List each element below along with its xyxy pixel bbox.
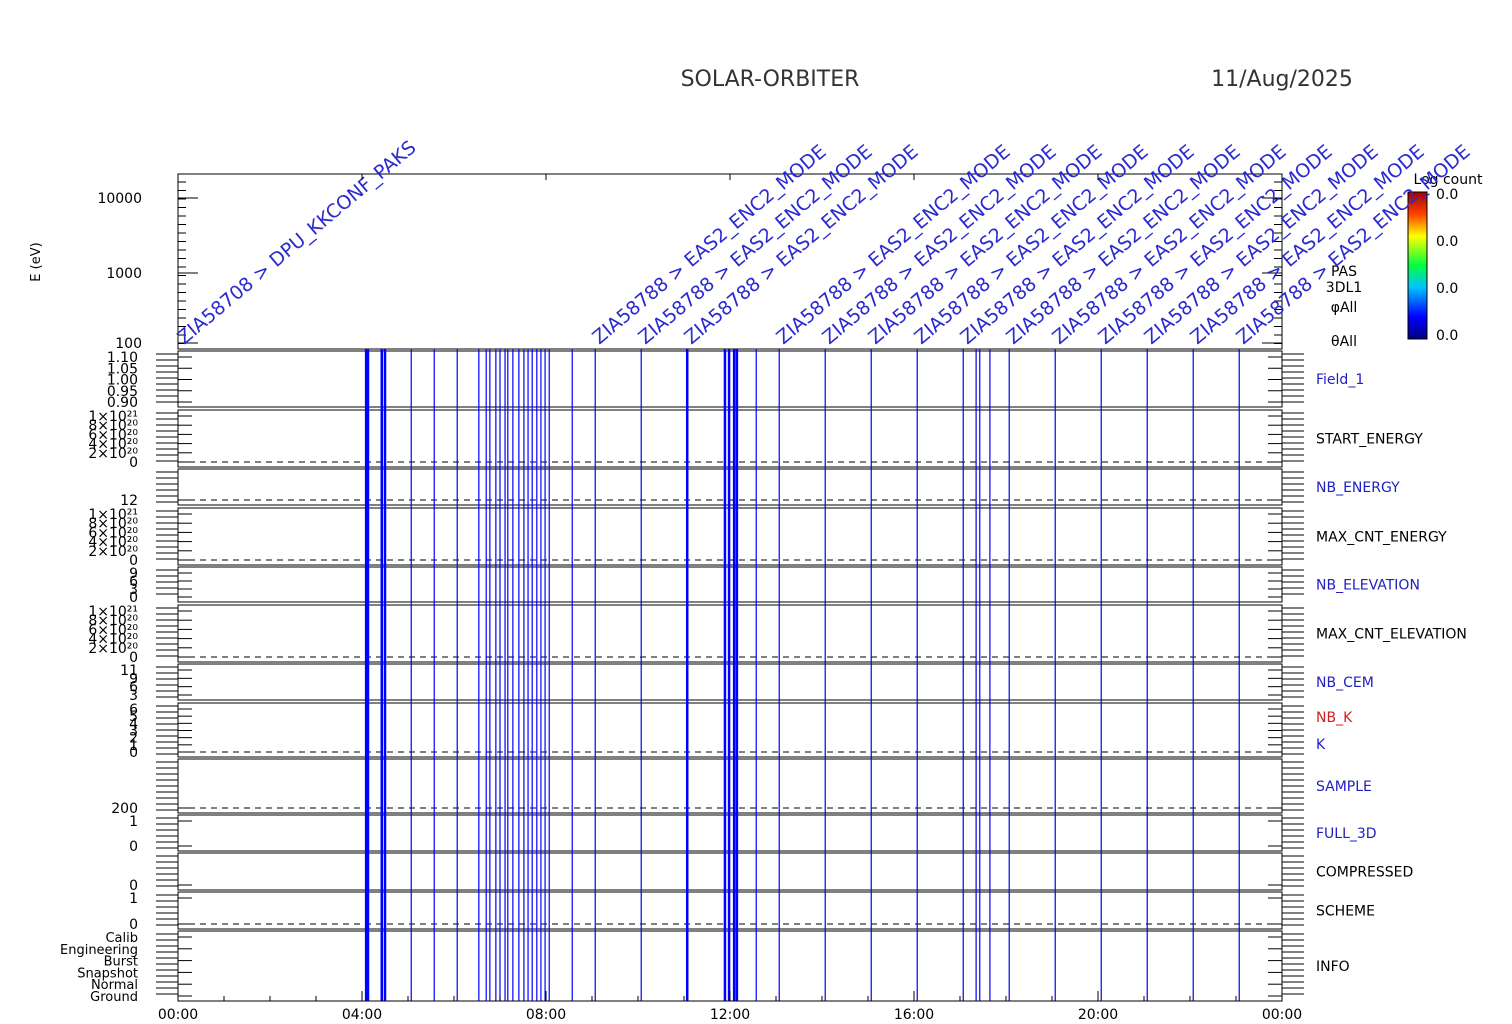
panel-label: NB_CEM (1316, 675, 1374, 691)
panel-label: FULL_3D (1316, 826, 1377, 842)
panel-tick-label: 2×10²⁰ (88, 641, 138, 657)
panel-tick-label: 1 (129, 891, 138, 907)
panel-tick-label: 6 (129, 574, 138, 590)
y-tick-label: 100 (115, 336, 142, 352)
x-tick-label: 08:00 (526, 1007, 566, 1020)
panel-tick-label: 6×10²⁰ (88, 622, 138, 638)
panel-label: NB_ENERGY (1316, 480, 1400, 496)
panel-tick-label: 1.10 (107, 350, 138, 366)
panel-tick-label: 4×10²⁰ (88, 632, 138, 648)
panel-tick-label: Burst (104, 955, 138, 970)
panel-tick-label: Ground (90, 990, 138, 1005)
panel-tick-label: 5 (129, 709, 138, 725)
panel-label: COMPRESSED (1316, 865, 1413, 881)
panel-label: SCHEME (1316, 904, 1375, 920)
panel-tick-label: 4×10²⁰ (88, 437, 138, 453)
title: SOLAR-ORBITER (681, 67, 860, 92)
panel-tick-label: 4 (129, 716, 138, 732)
x-tick-label: 12:00 (710, 1007, 750, 1020)
panel-tick-label: 3 (129, 688, 138, 704)
y-axis-label: E (eV) (29, 242, 44, 281)
colorbar (1407, 191, 1428, 340)
panel-tick-label: 6 (129, 680, 138, 696)
panel-tick-label: 1×10²¹ (88, 409, 138, 425)
panel-tick-label: 6×10²⁰ (88, 427, 138, 443)
panel-label: START_ENERGY (1316, 432, 1423, 448)
colorbar-tick-label: 0.0 (1436, 234, 1458, 250)
spectrogram-label: θAll (1331, 334, 1357, 350)
panel-tick-label: Calib (105, 931, 138, 946)
y-tick-label: 10000 (97, 191, 142, 207)
panel-label: MAX_CNT_ELEVATION (1316, 627, 1467, 643)
panel-tick-label: 0.90 (107, 395, 138, 411)
panel-tick-label: 12 (120, 493, 138, 509)
panel-label: SAMPLE (1316, 779, 1372, 795)
colorbar-tick-label: 0.0 (1436, 187, 1458, 203)
colorbar-tick-label: 0.0 (1436, 328, 1458, 344)
panel-tick-label: 1.05 (107, 361, 138, 377)
colorbar-title: Log count (1414, 172, 1483, 188)
panel-tick-label: Engineering (60, 943, 138, 958)
panel-tick-label: 8×10²⁰ (88, 418, 138, 434)
panel-tick-label: 9 (129, 566, 138, 582)
panel-tick-label: Normal (91, 978, 138, 993)
panel-tick-label: 1.00 (107, 373, 138, 389)
panel-tick-label: 3 (129, 724, 138, 740)
panel-tick-label: 0 (129, 553, 138, 569)
event-label: ZIA58708 > DPU_KKCONF_PAKS (173, 137, 420, 349)
panel-tick-label: 2×10²⁰ (88, 544, 138, 560)
panel-tick-label: 6 (129, 702, 138, 718)
panel-label: K (1316, 737, 1326, 753)
x-tick-label: 00:00 (158, 1007, 198, 1020)
panel-tick-label: 4×10²⁰ (88, 535, 138, 551)
panel-label: NB_ELEVATION (1316, 578, 1420, 594)
panel-tick-label: 0 (129, 650, 138, 666)
colorbar-tick-label: 0.0 (1436, 281, 1458, 297)
spectrogram-label: φAll (1331, 300, 1358, 316)
panel-tick-label: 1 (129, 814, 138, 830)
panel-tick-label: 0 (129, 878, 138, 894)
panel-label: Field_1 (1316, 372, 1364, 388)
panel-tick-label: 1 (129, 738, 138, 754)
panel-tick-label: 8×10²⁰ (88, 613, 138, 629)
panel-tick-label: 0 (129, 590, 138, 606)
panel-tick-label: 8×10²⁰ (88, 516, 138, 532)
panel-tick-label: 200 (111, 801, 138, 817)
panel-tick-label: 1×10²¹ (88, 604, 138, 620)
panel-tick-label: 9 (129, 671, 138, 687)
date: 11/Aug/2025 (1211, 67, 1353, 92)
panel-tick-label: 2 (129, 731, 138, 747)
panel-tick-label: 2×10²⁰ (88, 446, 138, 462)
y-tick-label: 1000 (106, 266, 142, 282)
x-tick-label: 16:00 (894, 1007, 934, 1020)
panel-tick-label: 1×10²¹ (88, 507, 138, 523)
panel-label: NB_K (1316, 710, 1353, 726)
panel-label: INFO (1316, 959, 1350, 975)
panel-tick-label: 0 (129, 455, 138, 471)
panel-label: MAX_CNT_ENERGY (1316, 530, 1447, 546)
spectrogram-label: 3DL1 (1326, 280, 1362, 296)
panel-tick-label: 6×10²⁰ (88, 525, 138, 541)
panel-tick-label: 3 (129, 582, 138, 598)
panel-tick-label: 0 (129, 745, 138, 761)
panel-tick-label: 11 (120, 663, 138, 679)
x-tick-label: 00:00 (1262, 1007, 1302, 1020)
panel-tick-label: Snapshot (77, 966, 138, 981)
panel-tick-label: 0.95 (107, 384, 138, 400)
x-tick-label: 20:00 (1078, 1007, 1118, 1020)
x-tick-label: 04:00 (342, 1007, 382, 1020)
panel-tick-label: 0 (129, 839, 138, 855)
spectrogram-label: PAS (1331, 264, 1357, 280)
panel-tick-label: 0 (129, 917, 138, 933)
